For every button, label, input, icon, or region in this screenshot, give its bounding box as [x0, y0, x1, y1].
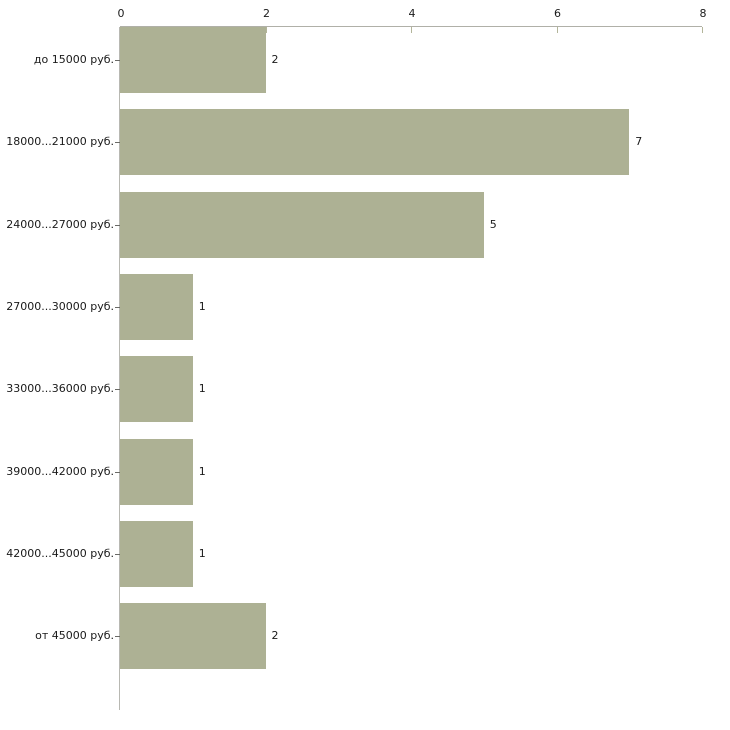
bar-value-label: 1 — [198, 299, 206, 313]
x-tick-label: 4 — [408, 7, 416, 20]
bar-value-label: 1 — [198, 546, 206, 560]
category-label: 24000...27000 руб. — [6, 217, 114, 231]
bar[interactable] — [120, 27, 266, 93]
category-label: 33000...36000 руб. — [6, 382, 114, 396]
x-tick-mark — [265, 27, 267, 33]
x-axis-line — [120, 26, 702, 27]
x-tick-label: 8 — [699, 7, 707, 20]
category-label: 27000...30000 руб. — [6, 299, 114, 313]
x-tick-mark — [411, 27, 412, 33]
bar-value-label: 5 — [489, 217, 497, 231]
bar[interactable] — [120, 109, 630, 176]
bar[interactable] — [120, 438, 193, 505]
x-tick-label: 0 — [117, 7, 125, 20]
bar-value-label: 2 — [271, 629, 279, 643]
y-tick-mark — [115, 142, 120, 143]
y-axis-line — [119, 27, 120, 710]
y-tick-mark — [115, 636, 120, 637]
x-tick-label: 6 — [554, 7, 561, 20]
y-tick-mark — [115, 389, 120, 390]
y-tick-mark — [115, 554, 120, 555]
category-label: 18000...21000 руб. — [6, 135, 114, 149]
bar-value-label: 1 — [198, 464, 206, 478]
bar-value-label: 2 — [271, 53, 279, 66]
bar[interactable] — [120, 520, 193, 587]
x-tick-mark — [702, 27, 703, 33]
y-tick-mark — [115, 225, 120, 226]
y-tick-mark — [115, 472, 120, 473]
bar[interactable] — [120, 603, 266, 670]
bar[interactable] — [120, 273, 193, 340]
x-tick-label: 2 — [263, 7, 270, 20]
bar-value-label: 7 — [635, 135, 643, 149]
y-tick-mark — [115, 307, 120, 308]
category-label: от 45000 руб. — [35, 629, 114, 643]
category-label: 39000...42000 руб. — [6, 464, 114, 478]
bar-value-label: 1 — [198, 382, 206, 396]
bar[interactable] — [120, 356, 193, 423]
x-tick-mark — [556, 27, 558, 33]
category-label: 42000...45000 руб. — [6, 546, 114, 560]
y-tick-mark — [115, 60, 120, 61]
bar[interactable] — [120, 191, 484, 258]
category-label: до 15000 руб. — [33, 53, 114, 66]
